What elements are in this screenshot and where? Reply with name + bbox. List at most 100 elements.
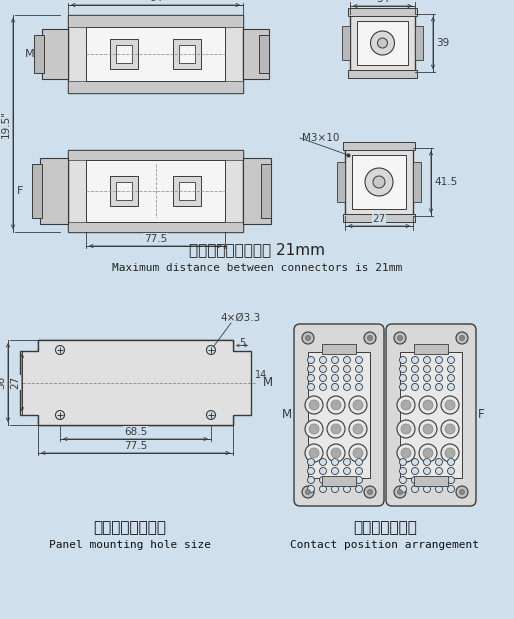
Text: M: M [25,49,35,59]
Bar [86,27,225,81]
Bar [343,214,415,222]
Text: 5: 5 [239,337,245,347]
Circle shape [305,335,310,340]
Circle shape [399,485,407,493]
Bar [86,160,225,222]
Circle shape [332,374,339,381]
Circle shape [309,424,319,434]
Circle shape [331,424,341,434]
Text: Contact position arrangement: Contact position arrangement [290,540,480,550]
Circle shape [435,374,443,381]
Bar [68,81,243,93]
Text: M: M [282,409,292,422]
Circle shape [435,357,443,363]
Circle shape [364,332,376,344]
Bar [243,158,271,224]
Text: 27: 27 [372,214,386,224]
Circle shape [460,490,465,495]
Circle shape [302,486,314,498]
Circle shape [435,459,443,465]
Text: F: F [478,409,485,422]
Text: M: M [263,376,273,389]
Circle shape [423,448,433,458]
Circle shape [307,459,315,465]
Circle shape [401,448,411,458]
Circle shape [394,332,406,344]
Circle shape [356,477,362,483]
Bar [414,476,448,486]
Bar [38,340,233,425]
Circle shape [448,357,454,363]
Circle shape [441,396,459,414]
Circle shape [368,490,373,495]
Circle shape [456,332,468,344]
Text: 接插体之间最大距离 21mm: 接插体之间最大距离 21mm [189,243,325,258]
Circle shape [424,459,431,465]
Text: 41.5: 41.5 [434,177,457,187]
Circle shape [327,420,345,438]
Circle shape [356,365,362,373]
Circle shape [412,477,418,483]
Circle shape [356,459,362,465]
Circle shape [424,485,431,493]
Circle shape [331,448,341,458]
Text: F: F [17,186,23,196]
Circle shape [423,424,433,434]
Circle shape [320,467,326,475]
Circle shape [207,410,215,420]
Circle shape [412,485,418,493]
Circle shape [441,420,459,438]
Bar [116,45,132,63]
Circle shape [397,420,415,438]
Circle shape [401,400,411,410]
Circle shape [320,477,326,483]
Circle shape [424,467,431,475]
Bar [357,21,408,65]
Bar [116,182,132,200]
Circle shape [332,384,339,391]
Bar [110,176,138,206]
Circle shape [332,459,339,465]
Circle shape [56,345,64,355]
Circle shape [435,485,443,493]
Circle shape [399,477,407,483]
Circle shape [419,396,437,414]
Circle shape [320,357,326,363]
Bar [343,142,415,150]
Circle shape [307,477,315,483]
Circle shape [371,31,395,55]
Text: 36: 36 [0,376,6,389]
Bar [68,150,243,232]
Text: M3×10: M3×10 [302,133,339,143]
Circle shape [399,365,407,373]
Circle shape [356,357,362,363]
Text: 77.5: 77.5 [124,441,147,451]
Circle shape [305,444,323,462]
Bar [68,222,243,232]
Circle shape [305,396,323,414]
Circle shape [343,459,351,465]
Text: 34: 34 [376,0,389,4]
Bar [243,29,269,79]
Circle shape [331,400,341,410]
Circle shape [307,384,315,391]
Text: Maximum distance between connectors is 21mm: Maximum distance between connectors is 2… [112,263,402,273]
Text: 19.5": 19.5" [1,110,11,137]
Circle shape [448,384,454,391]
Bar [32,164,42,218]
Circle shape [412,467,418,475]
Circle shape [307,467,315,475]
Circle shape [302,332,314,344]
Circle shape [320,459,326,465]
FancyBboxPatch shape [386,324,476,506]
Circle shape [412,459,418,465]
Bar [350,14,415,72]
Circle shape [332,485,339,493]
Circle shape [397,444,415,462]
Bar [110,39,138,69]
Circle shape [448,485,454,493]
Circle shape [356,485,362,493]
Circle shape [307,485,315,493]
Circle shape [412,374,418,381]
Circle shape [423,400,433,410]
